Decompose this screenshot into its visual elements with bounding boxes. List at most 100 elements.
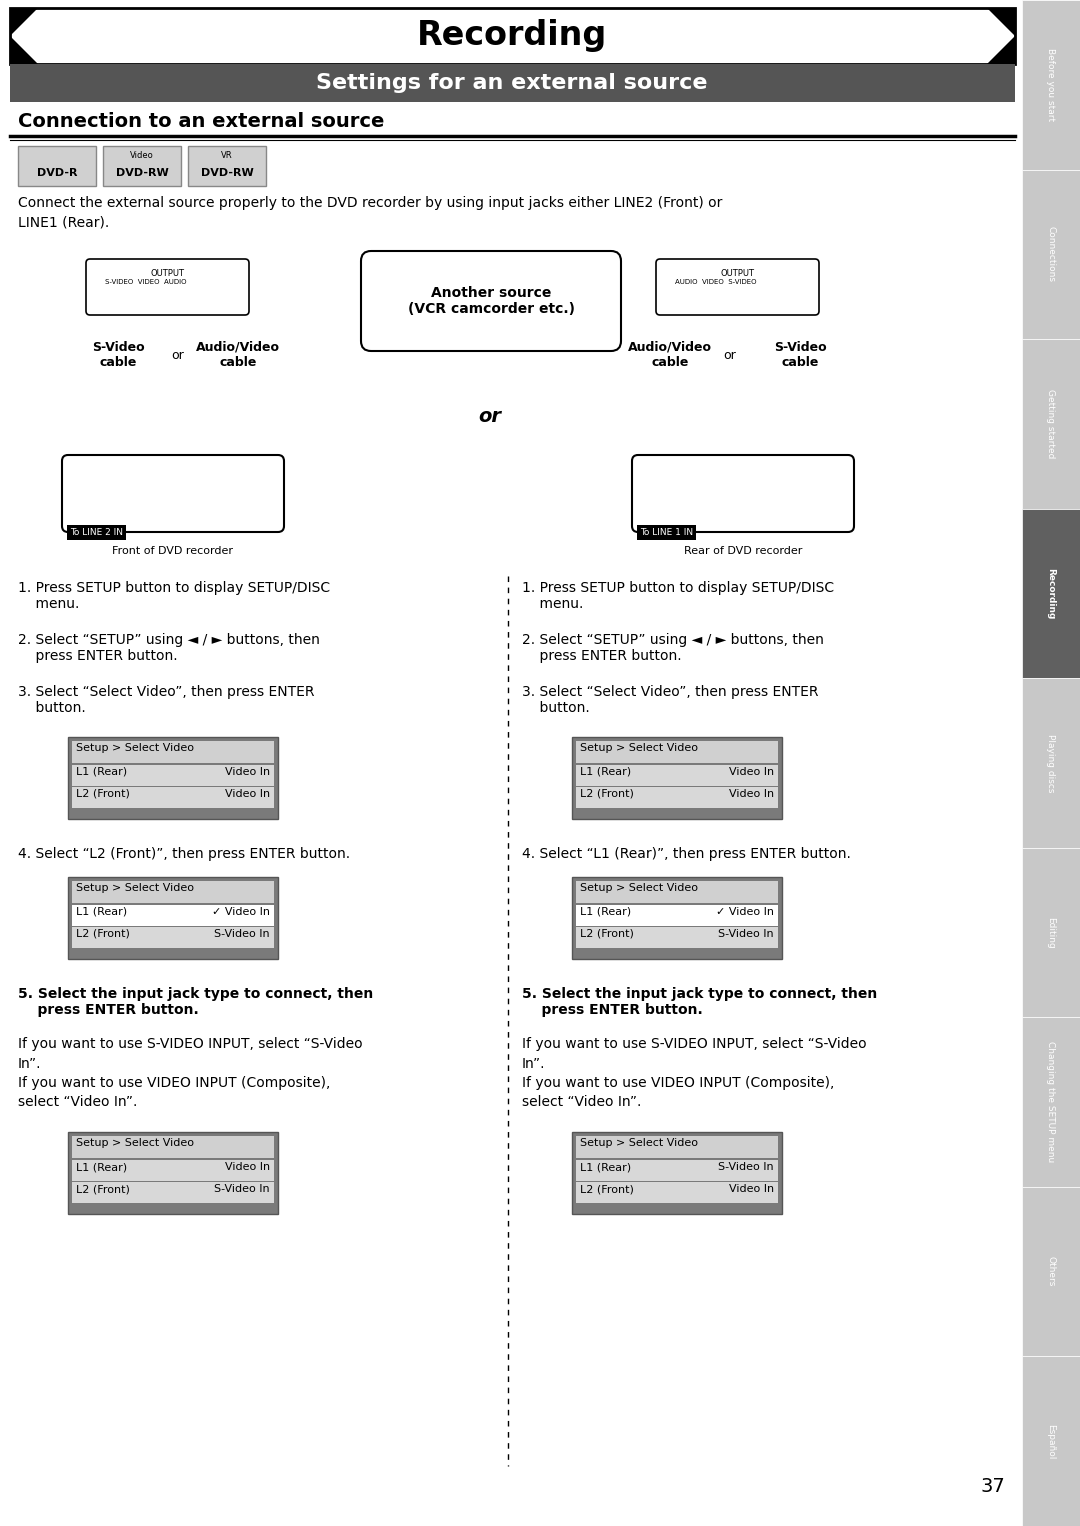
Text: 3. Select “Select Video”, then press ENTER
    button.: 3. Select “Select Video”, then press ENT…	[18, 685, 314, 716]
Bar	[18, 146, 96, 186]
Text: Another source
(VCR camcorder etc.): Another source (VCR camcorder etc.)	[407, 285, 575, 316]
Text: If you want to use S-VIDEO INPUT, select “S-Video
In”.
If you want to use VIDEO : If you want to use S-VIDEO INPUT, select…	[18, 1038, 363, 1109]
Text: Connections: Connections	[1047, 226, 1055, 282]
Text: ✓ Video In: ✓ Video In	[212, 906, 270, 917]
Text: S-Video
cable: S-Video cable	[92, 340, 145, 369]
Text: Recording: Recording	[417, 20, 607, 52]
Text: L2 (Front): L2 (Front)	[580, 929, 634, 938]
Text: Setup > Select Video: Setup > Select Video	[580, 1138, 698, 1148]
Text: L2 (Front): L2 (Front)	[76, 1184, 130, 1193]
Text: Setup > Select Video: Setup > Select Video	[76, 1138, 194, 1148]
Bar	[1022, 339, 1080, 508]
Text: L1 (Rear): L1 (Rear)	[580, 906, 631, 917]
Text: Connect the external source properly to the DVD recorder by using input jacks ei: Connect the external source properly to …	[18, 195, 723, 229]
Text: Setup > Select Video: Setup > Select Video	[580, 884, 698, 893]
Text: S-VIDEO  VIDEO  AUDIO: S-VIDEO VIDEO AUDIO	[105, 279, 187, 285]
Bar	[1022, 169, 1080, 339]
Text: L1 (Rear): L1 (Rear)	[76, 768, 127, 777]
Text: S-Video In: S-Video In	[214, 929, 270, 938]
Text: Before you start: Before you start	[1047, 49, 1055, 122]
Text: Setup > Select Video: Setup > Select Video	[76, 743, 194, 752]
Text: Editing: Editing	[1047, 917, 1055, 949]
Text: Audio/Video
cable: Audio/Video cable	[195, 340, 280, 369]
Text: Audio/Video
cable: Audio/Video cable	[627, 340, 712, 369]
Text: or: or	[478, 406, 501, 426]
Text: 5. Select the input jack type to connect, then
    press ENTER button.: 5. Select the input jack type to connect…	[522, 987, 877, 1018]
Text: 2. Select “SETUP” using ◄ / ► buttons, then
    press ENTER button.: 2. Select “SETUP” using ◄ / ► buttons, t…	[522, 633, 824, 664]
Bar	[1022, 678, 1080, 848]
Text: L2 (Front): L2 (Front)	[76, 789, 130, 800]
Bar	[576, 1183, 778, 1202]
Bar	[1022, 1018, 1080, 1187]
Text: If you want to use S-VIDEO INPUT, select “S-Video
In”.
If you want to use VIDEO : If you want to use S-VIDEO INPUT, select…	[522, 1038, 866, 1109]
Text: 4. Select “L1 (Rear)”, then press ENTER button.: 4. Select “L1 (Rear)”, then press ENTER …	[522, 847, 851, 861]
Bar	[572, 1132, 782, 1215]
Text: OUTPUT: OUTPUT	[150, 269, 185, 278]
Text: To LINE 1 IN: To LINE 1 IN	[640, 528, 693, 537]
Bar	[572, 877, 782, 958]
Text: Video In: Video In	[729, 768, 774, 777]
Bar	[72, 765, 274, 786]
Text: S-Video In: S-Video In	[718, 1161, 774, 1172]
FancyBboxPatch shape	[62, 455, 284, 533]
Bar	[576, 1160, 778, 1181]
Text: 2. Select “SETUP” using ◄ / ► buttons, then
    press ENTER button.: 2. Select “SETUP” using ◄ / ► buttons, t…	[18, 633, 320, 664]
Text: 1. Press SETUP button to display SETUP/DISC
    menu.: 1. Press SETUP button to display SETUP/D…	[18, 581, 330, 612]
Bar	[72, 1183, 274, 1202]
Text: L2 (Front): L2 (Front)	[76, 929, 130, 938]
Bar	[72, 1160, 274, 1181]
Text: 37: 37	[981, 1477, 1005, 1495]
Text: OUTPUT: OUTPUT	[720, 269, 755, 278]
Text: L2 (Front): L2 (Front)	[580, 1184, 634, 1193]
Text: Rear of DVD recorder: Rear of DVD recorder	[684, 546, 802, 555]
Text: L1 (Rear): L1 (Rear)	[76, 906, 127, 917]
Text: 4. Select “L2 (Front)”, then press ENTER button.: 4. Select “L2 (Front)”, then press ENTER…	[18, 847, 350, 861]
FancyBboxPatch shape	[86, 259, 249, 314]
Bar	[576, 926, 778, 948]
Text: Others: Others	[1047, 1256, 1055, 1286]
Text: Connection to an external source: Connection to an external source	[18, 111, 384, 131]
Bar	[68, 737, 278, 819]
Bar	[103, 146, 181, 186]
Bar	[1022, 1357, 1080, 1526]
Bar	[72, 742, 274, 763]
Text: AUDIO  VIDEO  S-VIDEO: AUDIO VIDEO S-VIDEO	[675, 279, 756, 285]
Text: VR: VR	[221, 151, 233, 160]
FancyBboxPatch shape	[632, 455, 854, 533]
Text: Video In: Video In	[225, 1161, 270, 1172]
Bar	[576, 765, 778, 786]
Text: Settings for an external source: Settings for an external source	[316, 73, 707, 93]
Text: DVD-RW: DVD-RW	[201, 168, 254, 179]
Polygon shape	[10, 8, 38, 64]
Text: Video: Video	[130, 151, 153, 160]
Text: Front of DVD recorder: Front of DVD recorder	[112, 546, 233, 555]
Bar	[576, 1135, 778, 1158]
Bar	[576, 787, 778, 807]
Bar	[10, 64, 1015, 102]
Text: 1. Press SETUP button to display SETUP/DISC
    menu.: 1. Press SETUP button to display SETUP/D…	[522, 581, 834, 612]
Text: Changing the SETUP menu: Changing the SETUP menu	[1047, 1041, 1055, 1163]
Text: DVD-R: DVD-R	[37, 168, 78, 179]
Bar	[1022, 1187, 1080, 1357]
Bar	[72, 787, 274, 807]
Bar	[576, 905, 778, 926]
Bar	[188, 146, 266, 186]
Text: To LINE 2 IN: To LINE 2 IN	[70, 528, 123, 537]
Text: S-Video In: S-Video In	[214, 1184, 270, 1193]
Text: Getting started: Getting started	[1047, 389, 1055, 459]
Bar	[572, 737, 782, 819]
Text: ✓ Video In: ✓ Video In	[716, 906, 774, 917]
Text: or: or	[172, 349, 185, 362]
Text: S-Video In: S-Video In	[718, 929, 774, 938]
FancyBboxPatch shape	[656, 259, 819, 314]
Bar	[576, 881, 778, 903]
Text: DVD-RW: DVD-RW	[116, 168, 168, 179]
Text: Video In: Video In	[729, 789, 774, 800]
Bar	[72, 905, 274, 926]
FancyBboxPatch shape	[361, 250, 621, 351]
Text: Video In: Video In	[729, 1184, 774, 1193]
Bar	[72, 926, 274, 948]
Text: L2 (Front): L2 (Front)	[580, 789, 634, 800]
Text: 3. Select “Select Video”, then press ENTER
    button.: 3. Select “Select Video”, then press ENT…	[522, 685, 819, 716]
Bar	[1022, 0, 1080, 169]
